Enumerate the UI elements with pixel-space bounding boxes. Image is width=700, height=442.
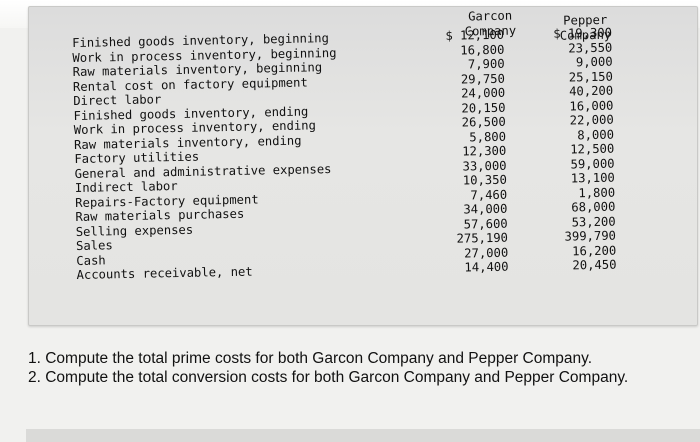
garcon-value: 20,150	[461, 100, 506, 116]
garcon-value: 33,000	[462, 158, 507, 174]
pepper-value: 16,000	[569, 98, 614, 113]
pepper-value: 68,000	[571, 199, 616, 215]
pepper-value: $ 19,300	[553, 25, 613, 41]
garcon-value: 27,000	[464, 245, 509, 261]
pepper-value: 9,000	[575, 54, 613, 70]
garcon-value: $ 12,100	[445, 27, 505, 43]
garcon-value: 14,400	[464, 259, 509, 275]
garcon-value: 29,750	[460, 71, 506, 87]
data-table-panel	[28, 6, 698, 326]
pepper-value: 59,000	[570, 156, 615, 171]
garcon-value: 7,900	[467, 56, 505, 72]
garcon-value: 34,000	[463, 201, 508, 217]
row-label: Sales	[75, 238, 113, 253]
pepper-value: 13,100	[570, 170, 615, 186]
question-1: 1. Compute the total prime costs for bot…	[28, 350, 593, 367]
garcon-value: 26,500	[461, 114, 506, 130]
pepper-value: 25,150	[568, 69, 614, 84]
pepper-value: 1,800	[578, 185, 616, 200]
pepper-value: 40,200	[568, 83, 614, 99]
garcon-value: 275,190	[456, 230, 509, 246]
pepper-value: 20,450	[572, 257, 617, 273]
row-label: Cash	[76, 252, 106, 268]
pepper-value: 53,200	[571, 214, 616, 229]
garcon-value: 16,800	[460, 42, 505, 58]
garcon-value: 24,000	[461, 85, 506, 101]
garcon-value: 12,300	[462, 143, 507, 159]
bottom-strip	[26, 429, 700, 442]
questions-block: 1. Compute the total prime costs for bot…	[28, 349, 696, 387]
garcon-value: 10,350	[462, 172, 507, 188]
pepper-value: 8,000	[577, 127, 615, 142]
question-2: 2. Compute the total conversion costs fo…	[28, 369, 629, 386]
pepper-value: 399,790	[564, 228, 617, 244]
pepper-value: 23,550	[568, 40, 613, 55]
garcon-value: 7,460	[470, 187, 508, 202]
pepper-value: 12,500	[570, 141, 615, 157]
garcon-value: 57,600	[463, 216, 508, 232]
garcon-value: 5,800	[469, 129, 507, 144]
data-rows: Finished goods inventory, beginning $ 12,…	[72, 24, 687, 282]
pepper-value: 22,000	[569, 112, 614, 128]
pepper-value: 16,200	[572, 243, 617, 258]
